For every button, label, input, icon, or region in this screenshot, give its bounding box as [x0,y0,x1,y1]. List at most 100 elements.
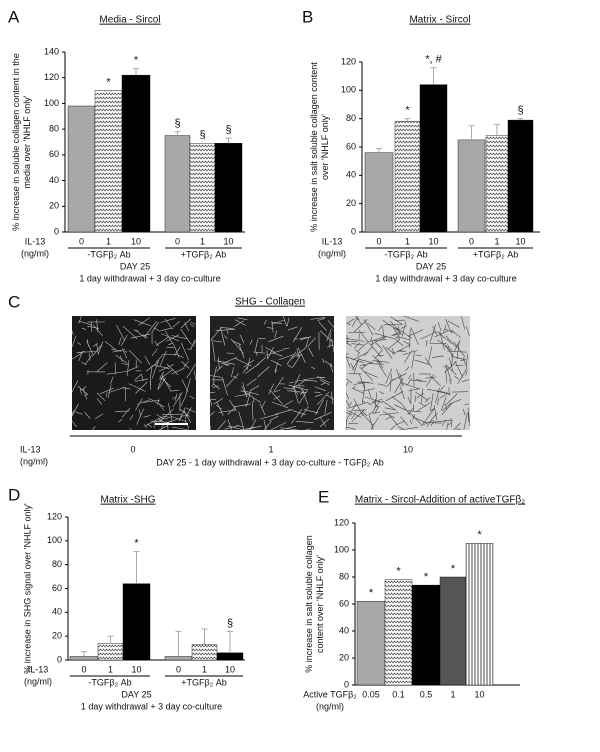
panel-label: C [8,292,20,311]
footer: 1 day withdrawal + 3 day co-culture [79,273,220,283]
panel-title: Media - Sircol [99,15,160,26]
panel-label: E [318,487,329,506]
category-label: 10 [428,236,438,246]
category-label: 0.05 [362,689,380,699]
bar [485,135,509,233]
fibers [345,315,471,431]
category-label: 0 [176,664,181,674]
fibers [71,316,197,431]
bar [164,656,193,661]
y-tick-label: 120 [47,511,62,521]
y-tick-label: 60 [52,583,62,593]
bar [67,105,96,233]
panel-title: Matrix -SHG [101,495,156,506]
y-tick-label: 80 [346,113,356,123]
group-label: -TGFβ₂ Ab [88,677,131,687]
bar [69,656,99,661]
category-label: 0 [79,236,84,246]
category-label: 1 [200,236,205,246]
fibers [209,316,335,431]
y-tick-label: 80 [49,124,59,134]
y-tick-label: 40 [346,170,356,180]
bar [97,643,124,661]
bar [457,139,486,233]
y-tick-label: 0 [344,679,349,689]
category-label: 0.5 [420,689,433,699]
bar [356,601,386,686]
x-label: (ng/ml) [24,676,52,686]
bar [384,579,413,686]
y-tick-label: 60 [346,141,356,151]
x-label: IL-13 [28,664,49,674]
category-label: 10 [515,236,525,246]
bar [364,152,394,233]
category-label: 10 [223,236,233,246]
group-label: -TGFβ₂ Ab [384,249,427,259]
footer: DAY 25 [121,689,151,699]
annotation: * [396,566,401,578]
annotation: * [106,76,111,88]
bar [94,90,123,233]
bar [191,644,218,661]
annotation: * [134,537,139,549]
category-label: 0 [376,236,381,246]
group-label: +TGFβ₂ Ab [181,249,226,259]
category-label: 1 [268,444,273,454]
category-label: 1 [106,236,111,246]
y-axis-label: % increase in SHG signal over 'NHLF only… [22,503,32,674]
panel-title: Matrix - Sircol [409,15,470,26]
x-label: (ng/ml) [316,701,344,711]
y-tick-label: 100 [334,544,349,554]
x-label: IL-13 [20,444,41,454]
y-tick-label: 120 [341,56,356,66]
micrograph [72,316,196,430]
category-label: 10 [474,689,484,699]
annotation: § [199,129,205,141]
y-tick-label: 20 [49,201,59,211]
bar [419,84,448,233]
group-label: +TGFβ₂ Ab [473,249,518,259]
y-tick-label: 0 [351,226,356,236]
annotation: * [405,105,410,117]
annotation: § [517,105,523,117]
y-tick-label: 80 [52,559,62,569]
category-label: 0 [175,236,180,246]
bar [189,143,216,233]
annotation: § [225,124,231,136]
category-label: 10 [403,444,413,454]
x-label: IL-13 [25,236,46,246]
x-label: Active TGFβ₂ [303,689,357,699]
annotation: * [134,55,139,67]
y-tick-label: 40 [49,175,59,185]
annotation: *, # [425,54,442,66]
y-tick-label: 20 [339,652,349,662]
y-tick-label: 0 [54,226,59,236]
annotation: § [174,118,180,130]
category-label: 1 [494,236,499,246]
y-tick-label: 100 [47,535,62,545]
panel-label: D [8,485,20,504]
group-label: -TGFβ₂ Ab [87,249,130,259]
footer: DAY 25 [120,261,150,271]
x-label: (ng/ml) [21,248,49,258]
annotation: * [477,529,482,541]
category-label: 0 [81,664,86,674]
panel-label: A [8,7,20,26]
category-label: 0.1 [392,689,405,699]
group-label: +TGFβ₂ Ab [181,677,226,687]
y-tick-label: 120 [334,517,349,527]
bar [214,143,243,233]
annotation: * [369,587,374,599]
y-axis-label: % increase in soluble collagen content i… [11,53,21,231]
y-axis-label: % increase in salt soluble collagen [304,535,314,673]
annotation: § [227,617,233,629]
y-tick-label: 60 [339,598,349,608]
category-label: 0 [469,236,474,246]
category-label: 1 [108,664,113,674]
bar [465,543,494,686]
x-label: (ng/ml) [20,456,48,466]
y-tick-label: 80 [339,571,349,581]
micrograph [210,316,334,430]
bar [394,121,421,233]
category-label: 10 [131,236,141,246]
